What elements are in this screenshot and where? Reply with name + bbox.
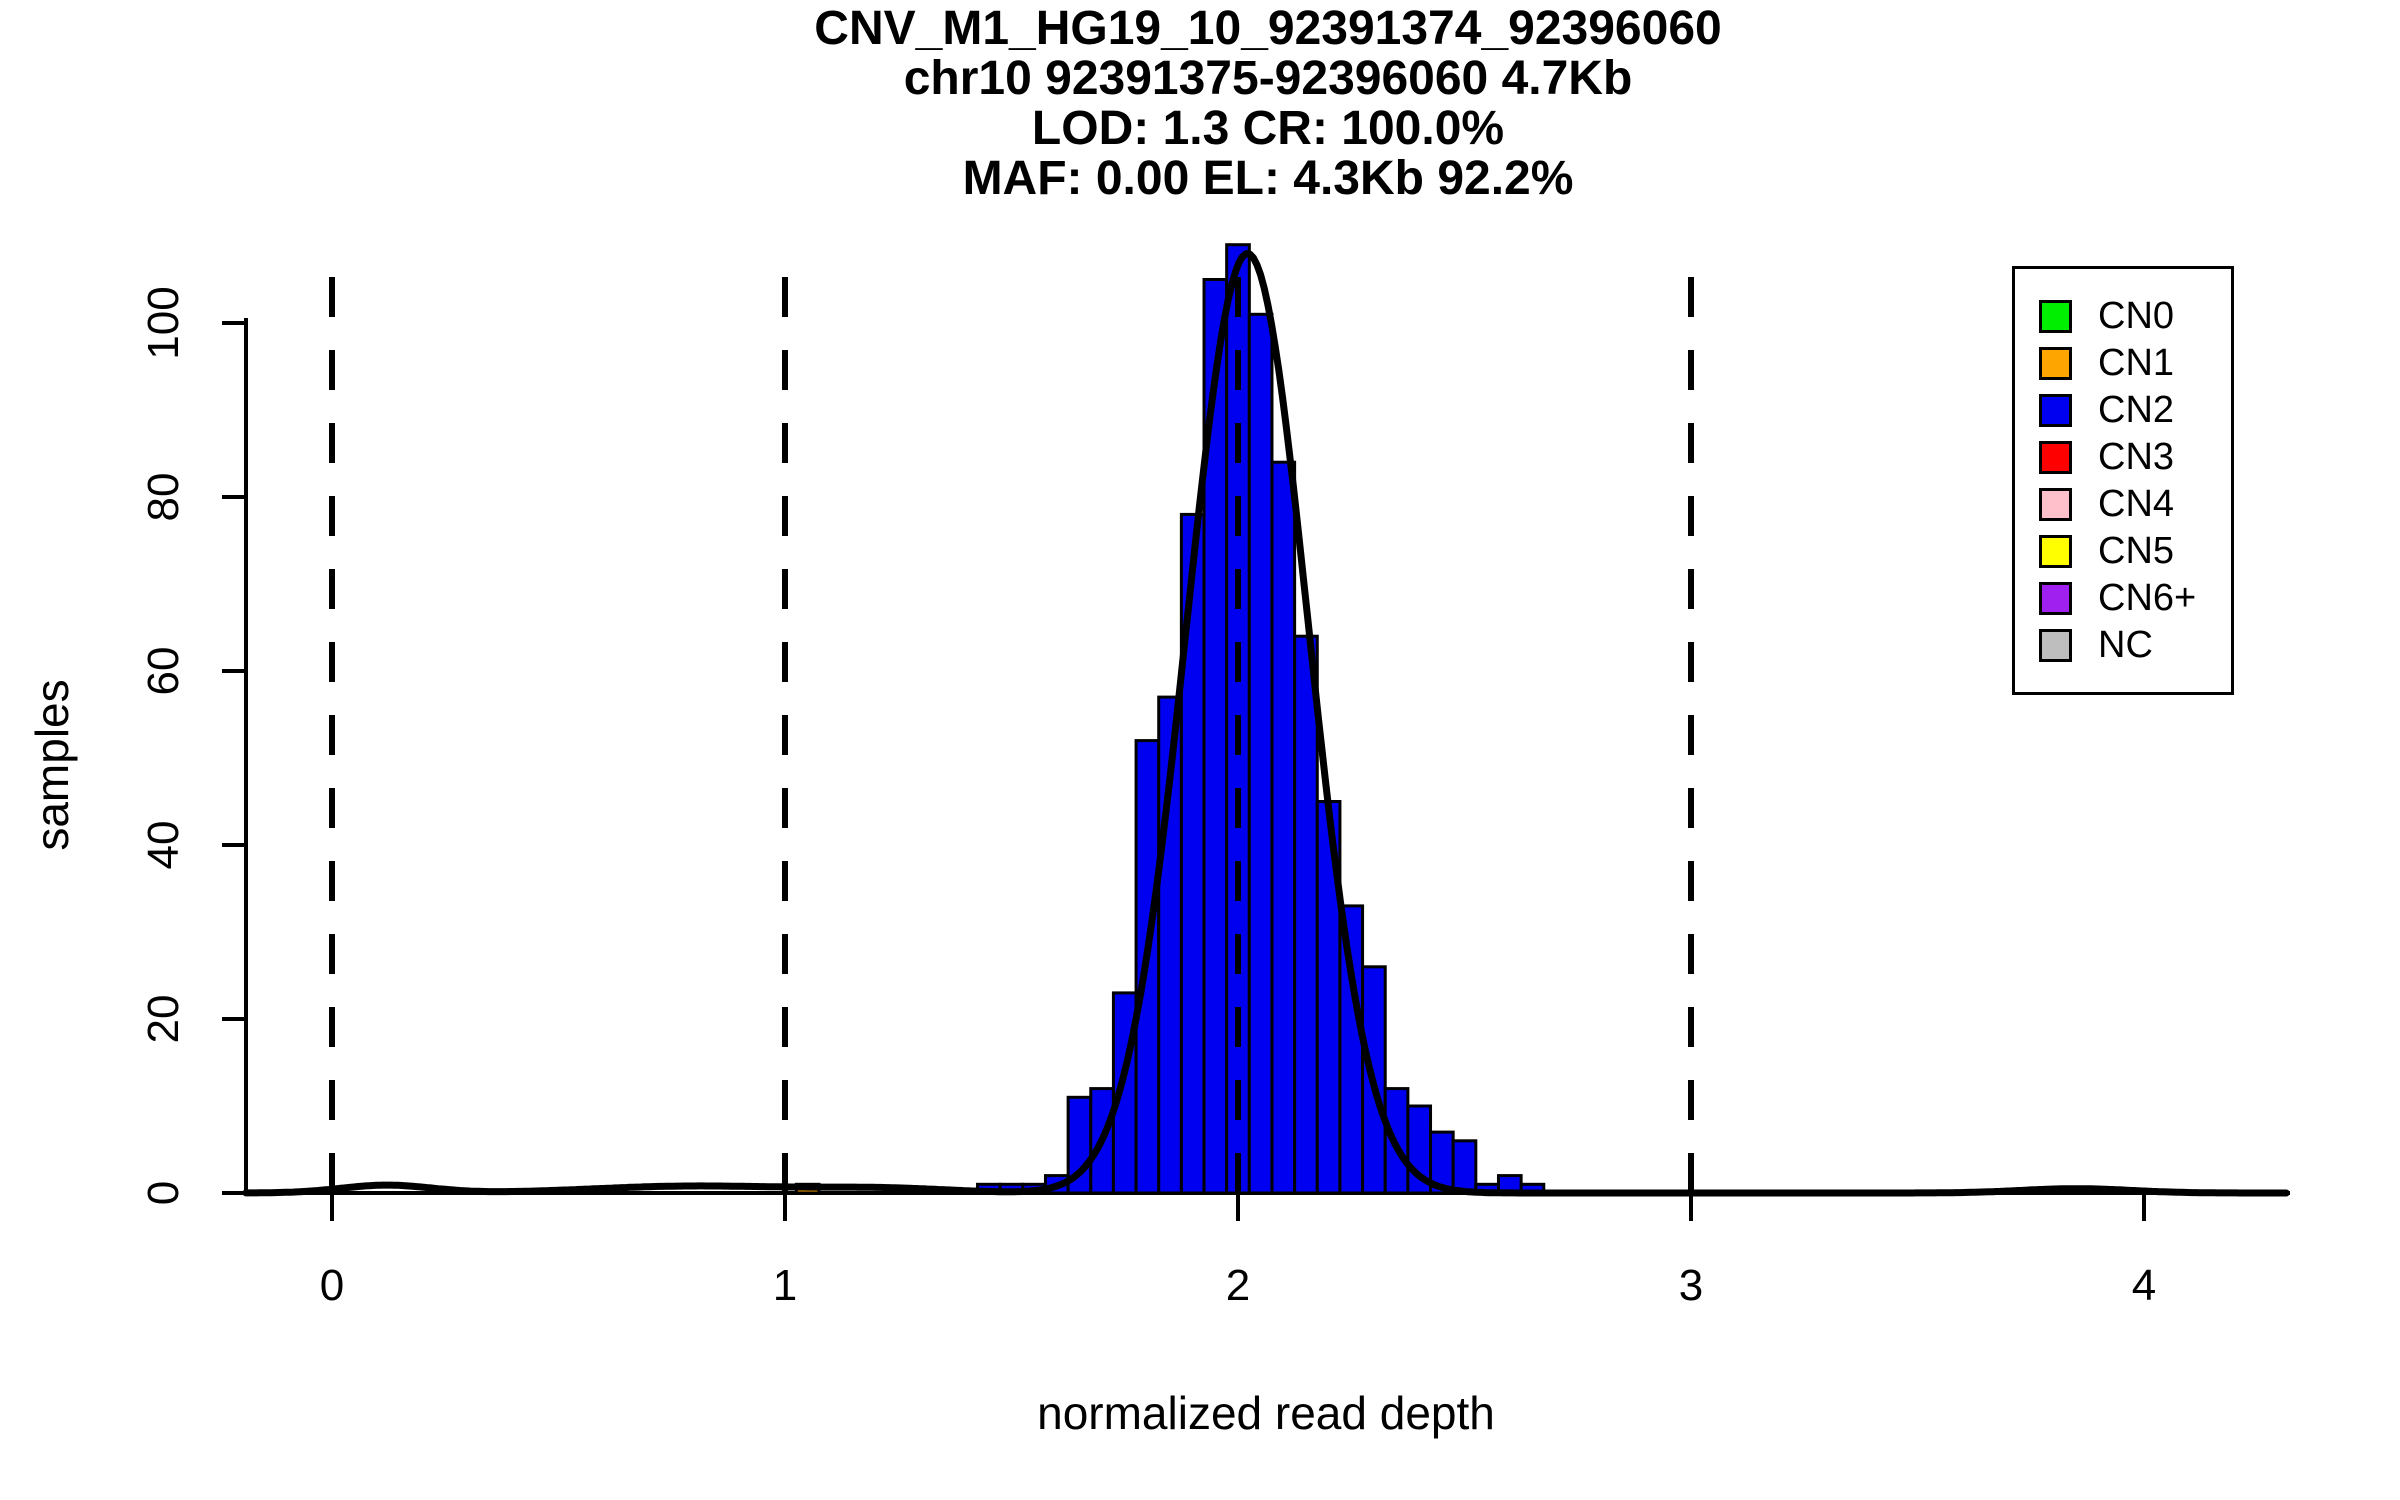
y-tick-label: 20 <box>139 995 188 1044</box>
y-tick-label: 80 <box>139 473 188 522</box>
legend-swatch-CN2 <box>2039 393 2072 427</box>
x-tick-label: 4 <box>2132 1261 2156 1310</box>
legend-box: CN0 CN1 CN2 CN3 CN4 CN5 CN6+ NC <box>2012 266 2234 695</box>
histogram-bar-cn2 <box>1338 904 1365 1195</box>
legend-item-CN1: CN1 <box>2015 340 2231 387</box>
legend-label-CN2: CN2 <box>2098 389 2175 431</box>
x-tick-label: 2 <box>1226 1261 1250 1310</box>
chart-title-line-1: CNV_M1_HG19_10_92391374_92396060 <box>814 2 1722 55</box>
density-curve <box>242 250 2290 1197</box>
legend-swatch-NC <box>2039 628 2072 662</box>
legend-item-CN2: CN2 <box>2015 387 2231 434</box>
legend-label-CN6+: CN6+ <box>2098 577 2197 619</box>
x-tick-label: 0 <box>320 1261 344 1310</box>
legend-item-CN3: CN3 <box>2015 434 2231 481</box>
legend-swatch-CN4 <box>2039 487 2072 521</box>
y-tick-label: 0 <box>139 1181 188 1205</box>
chart-title-line-3: LOD: 1.3 CR: 100.0% <box>1031 102 1505 155</box>
x-axis-label: normalized read depth <box>1037 1387 1495 1439</box>
legend-item-CN4: CN4 <box>2015 481 2231 528</box>
histogram-bar-cn2 <box>1270 460 1297 1195</box>
legend-label-CN1: CN1 <box>2098 342 2175 384</box>
legend-item-CN0: CN0 <box>2015 293 2231 340</box>
legend-item-CN5: CN5 <box>2015 528 2231 575</box>
y-tick-label: 60 <box>139 647 188 696</box>
histogram-bar-cn2 <box>1247 312 1274 1195</box>
x-tick-label: 1 <box>773 1261 797 1310</box>
histogram-bar-cn2 <box>1451 1139 1478 1195</box>
legend-label-CN3: CN3 <box>2098 436 2175 478</box>
legend-swatch-CN6+ <box>2039 581 2072 615</box>
legend-label-CN4: CN4 <box>2098 483 2175 525</box>
y-axis-label: samples <box>26 679 78 851</box>
x-tick-label: 3 <box>1679 1261 1703 1310</box>
legend-swatch-CN3 <box>2039 440 2072 474</box>
y-tick-label: 40 <box>139 821 188 870</box>
legend-label-CN5: CN5 <box>2098 530 2175 572</box>
legend-swatch-CN0 <box>2039 299 2072 333</box>
chart-title-block: CNV_M1_HG19_10_92391374_92396060 chr10 9… <box>246 4 2290 204</box>
legend-swatch-CN1 <box>2039 346 2072 380</box>
chart-title-line-2: chr10 92391375-92396060 4.7Kb <box>903 52 1633 105</box>
y-tick-label: 100 <box>139 286 188 359</box>
legend-label-CN0: CN0 <box>2098 295 2175 337</box>
legend-swatch-CN5 <box>2039 534 2072 568</box>
histogram-bar-cn2 <box>1293 634 1319 1195</box>
legend-label-NC: NC <box>2098 624 2153 666</box>
legend-item-NC: NC <box>2015 622 2231 669</box>
legend-item-CN6+: CN6+ <box>2015 575 2231 622</box>
chart-title-line-4: MAF: 0.00 EL: 4.3Kb 92.2% <box>962 152 1574 205</box>
